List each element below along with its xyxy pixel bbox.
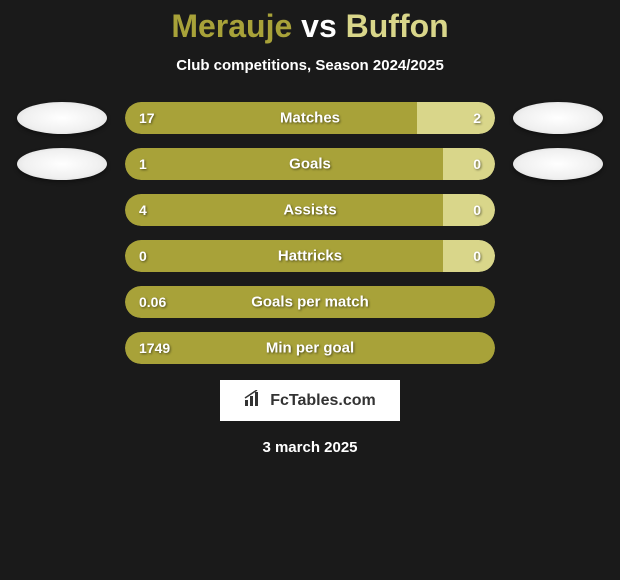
date-text: 3 march 2025: [262, 439, 357, 456]
stat-value-left: 0.06: [139, 294, 166, 310]
bar-segment-left: [125, 102, 417, 134]
stat-value-right: 0: [473, 202, 481, 218]
badge-placeholder: [17, 286, 107, 318]
bar-segment-right: [417, 102, 495, 134]
bar-segment-right: [443, 194, 495, 226]
stat-bar: 0 Hattricks 0: [125, 240, 495, 272]
badge-placeholder: [17, 194, 107, 226]
badge-placeholder: [513, 240, 603, 272]
stat-label: Min per goal: [266, 340, 354, 357]
stat-label: Hattricks: [278, 248, 342, 265]
badge-placeholder: [513, 194, 603, 226]
attribution-text: FcTables.com: [270, 392, 376, 410]
attribution-badge: FcTables.com: [220, 380, 400, 421]
vs-text: vs: [301, 8, 337, 44]
bar-segment-right: [443, 240, 495, 272]
stat-bar: 4 Assists 0: [125, 194, 495, 226]
stat-label: Goals per match: [251, 294, 369, 311]
stat-label: Matches: [280, 110, 340, 127]
stat-value-left: 0: [139, 248, 147, 264]
comparison-title: Merauje vs Buffon: [171, 8, 448, 45]
player1-club-badge: [17, 102, 107, 134]
stat-label: Assists: [283, 202, 336, 219]
chart-icon: [244, 390, 264, 411]
stats-container: 17 Matches 2 1 Goals 0 4 Assists 0 0 Hattricks 0 0.0…: [0, 102, 620, 364]
stat-bar: 17 Matches 2: [125, 102, 495, 134]
badge-placeholder: [17, 332, 107, 364]
stat-value-left: 1: [139, 156, 147, 172]
stat-label: Goals: [289, 156, 331, 173]
stat-bar: 1 Goals 0: [125, 148, 495, 180]
stat-row: 4 Assists 0: [0, 194, 620, 226]
stat-row: 1 Goals 0: [0, 148, 620, 180]
stat-row: 1749 Min per goal: [0, 332, 620, 364]
player1-club-badge: [17, 148, 107, 180]
badge-placeholder: [513, 286, 603, 318]
stat-value-right: 0: [473, 248, 481, 264]
bar-segment-left: [125, 148, 443, 180]
stat-row: 0 Hattricks 0: [0, 240, 620, 272]
stat-value-left: 4: [139, 202, 147, 218]
stat-row: 0.06 Goals per match: [0, 286, 620, 318]
player2-name: Buffon: [346, 8, 449, 44]
stat-bar: 0.06 Goals per match: [125, 286, 495, 318]
player2-club-badge: [513, 102, 603, 134]
subtitle: Club competitions, Season 2024/2025: [176, 57, 444, 74]
player2-club-badge: [513, 148, 603, 180]
stat-bar: 1749 Min per goal: [125, 332, 495, 364]
stat-value-right: 2: [473, 110, 481, 126]
badge-placeholder: [17, 240, 107, 272]
player1-name: Merauje: [171, 8, 292, 44]
stat-row: 17 Matches 2: [0, 102, 620, 134]
badge-placeholder: [513, 332, 603, 364]
stat-value-left: 17: [139, 110, 155, 126]
stat-value-right: 0: [473, 156, 481, 172]
stat-value-left: 1749: [139, 340, 170, 356]
bar-segment-right: [443, 148, 495, 180]
